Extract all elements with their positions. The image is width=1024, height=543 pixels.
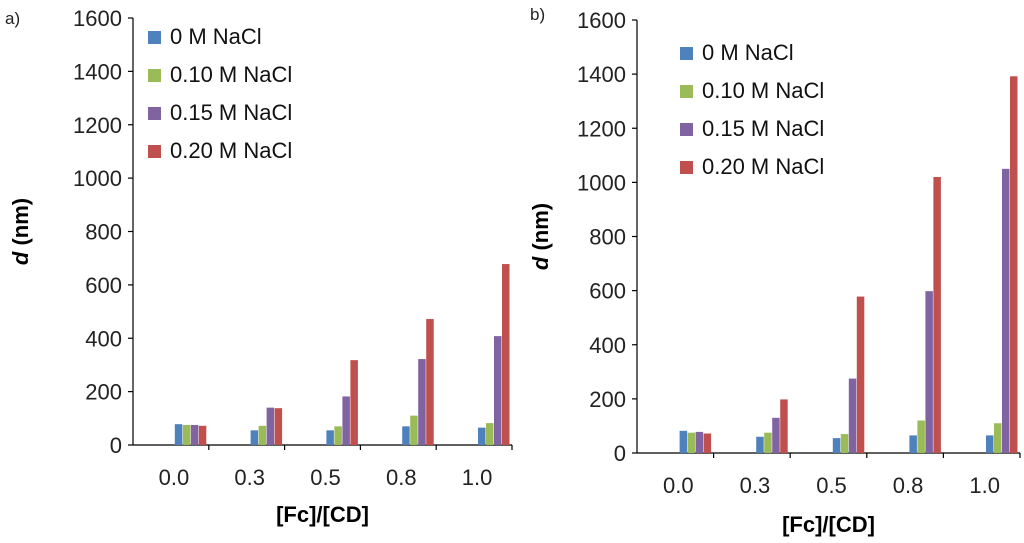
legend: 0 M NaCl 0.10 M NaCl 0.15 M NaCl 0.20 M NaC…	[680, 40, 824, 179]
bar-0-m-nacl-0-8	[402, 426, 410, 445]
bar-0-20-m-nacl-1-0	[1010, 76, 1018, 453]
y-tick-label: 800	[589, 225, 626, 250]
y-tick-label: 1200	[577, 116, 626, 141]
legend-label: 0.20 M NaCl	[170, 138, 292, 163]
bar-0-15-m-nacl-0-5	[848, 378, 857, 453]
legend: 0 M NaCl 0.10 M NaCl 0.15 M NaCl 0.20 M NaC…	[148, 24, 292, 163]
legend-label: 0 M NaCl	[702, 40, 794, 65]
y-tick-label: 1200	[73, 113, 122, 138]
x-tick-label: 0.3	[234, 465, 265, 490]
x-tick-label: 0.8	[386, 465, 417, 490]
bar-0-10-m-nacl-0-3	[764, 432, 772, 453]
bar-0-15-m-nacl-0-8	[925, 291, 933, 453]
bar-0-20-m-nacl-0-0	[703, 433, 712, 453]
legend-label: 0.10 M NaCl	[170, 62, 292, 87]
bar-0-10-m-nacl-0-5	[334, 426, 342, 445]
y-tick-label: 200	[85, 380, 122, 405]
y-tick-label: 1400	[577, 62, 626, 87]
x-tick-label: 0.5	[816, 473, 847, 498]
legend-label: 0.15 M NaCl	[702, 116, 824, 141]
y-tick-label: 600	[589, 279, 626, 304]
bar-0-10-m-nacl-0-8	[917, 420, 925, 453]
legend-swatch	[680, 47, 693, 60]
bar-0-m-nacl-1-0	[986, 435, 994, 453]
bar-0-10-m-nacl-0-0	[182, 424, 191, 445]
legend-label: 0 M NaCl	[170, 24, 262, 49]
bar-0-15-m-nacl-0-5	[342, 396, 350, 445]
y-tick-label: 600	[85, 273, 122, 298]
x-tick-label: 0.3	[740, 473, 771, 498]
legend-swatch	[148, 31, 161, 44]
bar-0-10-m-nacl-0-5	[840, 434, 849, 453]
x-axis-label: [Fc]/[CD]	[276, 502, 369, 527]
bar-0-20-m-nacl-0-3	[274, 408, 283, 445]
bar-0-15-m-nacl-0-3	[772, 417, 780, 453]
bar-0-m-nacl-0-3	[756, 436, 764, 453]
bar-0-10-m-nacl-0-3	[258, 425, 267, 445]
bar-0-10-m-nacl-0-8	[410, 415, 418, 445]
y-tick-label: 1000	[577, 170, 626, 195]
bar-0-m-nacl-0-3	[250, 430, 259, 445]
legend-swatch	[680, 161, 693, 174]
legend-swatch	[148, 145, 161, 158]
bar-0-10-m-nacl-1-0	[486, 423, 494, 445]
bar-0-15-m-nacl-0-8	[418, 359, 426, 445]
bar-0-15-m-nacl-0-0	[190, 424, 199, 445]
x-tick-label: 0.0	[663, 473, 694, 498]
x-axis-label: [Fc]/[CD]	[782, 512, 875, 537]
bar-0-20-m-nacl-0-0	[198, 425, 207, 445]
legend-label: 0.20 M NaCl	[702, 154, 824, 179]
bar-0-10-m-nacl-0-0	[687, 432, 696, 453]
legend-swatch	[148, 107, 161, 120]
y-tick-label: 1000	[73, 166, 122, 191]
bar-0-15-m-nacl-0-3	[266, 407, 275, 445]
bar-0-15-m-nacl-1-0	[494, 336, 502, 445]
y-tick-label: 200	[589, 387, 626, 412]
bar-0-15-m-nacl-1-0	[1002, 168, 1010, 453]
bar-0-m-nacl-0-8	[909, 435, 917, 453]
bar-0-20-m-nacl-0-8	[933, 176, 941, 453]
y-axis-label: d (nm)	[8, 198, 33, 265]
bar-0-15-m-nacl-0-0	[695, 431, 704, 453]
legend-label: 0.15 M NaCl	[170, 100, 292, 125]
legend-swatch	[680, 85, 693, 98]
y-tick-label: 400	[589, 333, 626, 358]
y-axis-label: d (nm)	[528, 203, 553, 270]
x-tick-label: 0.5	[310, 465, 341, 490]
legend-swatch	[148, 69, 161, 82]
y-tick-label: 0	[110, 433, 122, 458]
panel-label: b)	[530, 5, 545, 24]
bar-0-20-m-nacl-0-5	[350, 360, 358, 445]
bar-0-20-m-nacl-0-5	[856, 296, 865, 453]
y-tick-label: 1600	[577, 8, 626, 33]
panel-label: a)	[5, 9, 20, 28]
x-tick-label: 0.8	[893, 473, 924, 498]
bar-0-20-m-nacl-0-3	[780, 399, 788, 453]
chart-panel-b: b) 0 200 400 600 800 1000 1200 1400 1600 0.0 0.3 0.5…	[528, 5, 1021, 537]
bar-0-m-nacl-0-5	[326, 430, 334, 445]
x-tick-label: 0.0	[159, 465, 190, 490]
bar-0-10-m-nacl-1-0	[994, 423, 1002, 453]
legend-label: 0.10 M NaCl	[702, 78, 824, 103]
legend-swatch	[680, 123, 693, 136]
bar-0-m-nacl-0-0	[174, 424, 183, 445]
y-tick-label: 400	[85, 326, 122, 351]
y-tick-label: 1600	[73, 6, 122, 31]
bar-0-20-m-nacl-1-0	[502, 264, 510, 445]
y-tick-label: 800	[85, 220, 122, 245]
y-tick-label: 1400	[73, 59, 122, 84]
bar-0-m-nacl-0-0	[679, 430, 688, 453]
bar-0-20-m-nacl-0-8	[426, 319, 434, 445]
x-tick-label: 1.0	[462, 465, 493, 490]
y-tick-label: 0	[614, 441, 626, 466]
bar-0-m-nacl-1-0	[478, 427, 486, 445]
x-tick-label: 1.0	[969, 473, 1000, 498]
bar-0-m-nacl-0-5	[832, 438, 841, 453]
chart-panel-a: a) 0 200 400 600 800 1000 1200 1400 1600 0.0 0.3 0.5…	[5, 6, 513, 527]
